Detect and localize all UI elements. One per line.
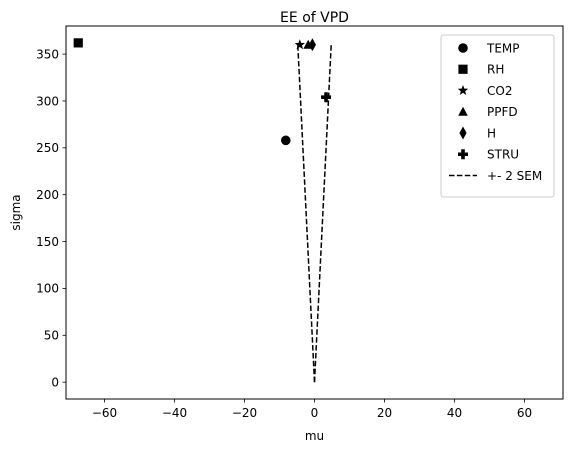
legend-marker-ppfd bbox=[458, 106, 468, 116]
legend-label: CO2 bbox=[487, 84, 512, 98]
x-tick-label: −40 bbox=[162, 406, 187, 420]
y-tick-label: 150 bbox=[36, 235, 59, 249]
x-tick-label: 20 bbox=[377, 406, 392, 420]
y-axis: 0 50 100 150 200 250 300 350 bbox=[36, 47, 66, 389]
y-tick-label: 350 bbox=[36, 47, 59, 61]
sem-line-right bbox=[313, 42, 333, 383]
legend-label: +- 2 SEM bbox=[487, 169, 542, 183]
legend-marker-temp bbox=[458, 43, 468, 53]
legend-item-temp: TEMP bbox=[458, 41, 520, 55]
legend: TEMP RH CO2 PPFD H STRU +- 2 SEM bbox=[440, 34, 555, 198]
legend-item-ppfd: PPFD bbox=[458, 105, 518, 119]
y-axis-label: sigma bbox=[9, 194, 23, 230]
x-tick-label: 60 bbox=[517, 406, 532, 420]
legend-item-rh: RH bbox=[458, 63, 504, 77]
legend-label: STRU bbox=[487, 148, 519, 162]
legend-label: PPFD bbox=[487, 105, 518, 119]
point-co2 bbox=[294, 39, 306, 50]
legend-marker-co2 bbox=[457, 85, 469, 95]
legend-item-co2: CO2 bbox=[457, 84, 512, 98]
x-tick-label: −60 bbox=[92, 406, 117, 420]
chart-title: EE of VPD bbox=[280, 10, 349, 26]
y-tick-label: 100 bbox=[36, 282, 59, 296]
legend-label: TEMP bbox=[486, 41, 520, 55]
legend-marker-stru bbox=[458, 149, 468, 160]
y-tick-label: 250 bbox=[36, 141, 59, 155]
x-tick-label: −20 bbox=[232, 406, 257, 420]
legend-label: H bbox=[487, 126, 496, 140]
y-tick-label: 0 bbox=[51, 375, 59, 389]
legend-box bbox=[440, 34, 555, 198]
legend-item-stru: STRU bbox=[458, 148, 519, 162]
point-stru bbox=[321, 92, 332, 103]
y-tick-label: 50 bbox=[44, 329, 59, 343]
plot-area bbox=[73, 38, 333, 383]
x-axis-label: mu bbox=[305, 429, 324, 443]
legend-marker-rh bbox=[458, 64, 468, 74]
sem-line-left bbox=[296, 42, 316, 383]
x-axis: −60 −40 −20 0 20 40 60 bbox=[92, 399, 532, 420]
legend-label: RH bbox=[487, 63, 504, 77]
y-tick-label: 200 bbox=[36, 188, 59, 202]
legend-marker-h bbox=[459, 126, 467, 140]
legend-item-sem: +- 2 SEM bbox=[449, 169, 542, 183]
y-tick-label: 300 bbox=[36, 94, 59, 108]
x-tick-label: 40 bbox=[447, 406, 462, 420]
point-rh bbox=[73, 38, 83, 48]
point-temp bbox=[281, 135, 291, 146]
legend-item-h: H bbox=[459, 126, 496, 140]
point-h bbox=[308, 38, 316, 52]
x-tick-label: 0 bbox=[311, 406, 319, 420]
